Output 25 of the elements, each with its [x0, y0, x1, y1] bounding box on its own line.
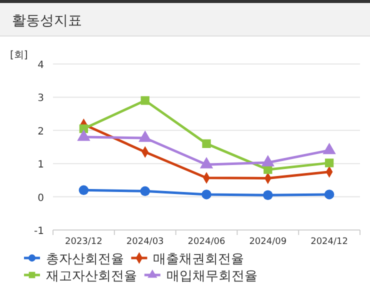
point [263, 190, 273, 200]
x-tick-label: 2024/03 [126, 237, 164, 247]
y-tick-label: -1 [34, 226, 44, 237]
x-tick-label: 2024/06 [188, 237, 226, 247]
point [202, 139, 211, 148]
point [78, 185, 89, 196]
legend-label: 매출채권회전율 [153, 252, 244, 267]
y-tick-label: 2 [38, 126, 44, 138]
point [140, 96, 150, 105]
x-tick-label: 2023/12 [65, 237, 102, 247]
point [324, 190, 334, 200]
legend-label: 매입채무회전율 [166, 269, 258, 284]
y-tick-label: 0 [38, 192, 44, 204]
legend-label: 총자산회전율 [46, 252, 124, 267]
x-tick-label: 2024/12 [310, 237, 348, 247]
y-tick-label: 3 [38, 93, 44, 104]
point [140, 186, 150, 196]
y-axis-title: [회] [10, 50, 28, 61]
point [324, 158, 334, 168]
point [202, 190, 212, 200]
legend-label: 재고자산회전율 [46, 269, 137, 284]
y-tick-label: 4 [38, 60, 44, 71]
y-tick-label: 1 [38, 160, 44, 171]
x-tick-label: 2024/09 [249, 237, 287, 247]
chart-title: 활동성지표 [12, 13, 82, 29]
